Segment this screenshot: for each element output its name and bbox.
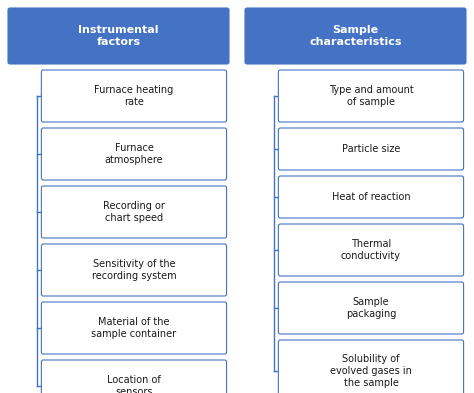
FancyBboxPatch shape bbox=[41, 360, 227, 393]
Text: Material of the
sample container: Material of the sample container bbox=[91, 317, 176, 339]
Text: Furnace heating
rate: Furnace heating rate bbox=[94, 85, 173, 107]
FancyBboxPatch shape bbox=[41, 70, 227, 122]
FancyBboxPatch shape bbox=[278, 224, 464, 276]
FancyBboxPatch shape bbox=[278, 176, 464, 218]
Text: Sensitivity of the
recording system: Sensitivity of the recording system bbox=[91, 259, 176, 281]
FancyBboxPatch shape bbox=[41, 302, 227, 354]
Text: Recording or
chart speed: Recording or chart speed bbox=[103, 201, 165, 223]
FancyBboxPatch shape bbox=[41, 186, 227, 238]
FancyBboxPatch shape bbox=[245, 8, 466, 64]
Text: Solubility of
evolved gases in
the sample: Solubility of evolved gases in the sampl… bbox=[330, 354, 412, 388]
Text: Instrumental
factors: Instrumental factors bbox=[78, 25, 159, 47]
Text: Heat of reaction: Heat of reaction bbox=[332, 192, 410, 202]
FancyBboxPatch shape bbox=[278, 340, 464, 393]
FancyBboxPatch shape bbox=[278, 128, 464, 170]
FancyBboxPatch shape bbox=[8, 8, 229, 64]
FancyBboxPatch shape bbox=[41, 244, 227, 296]
Text: Sample
characteristics: Sample characteristics bbox=[309, 25, 402, 47]
FancyBboxPatch shape bbox=[278, 282, 464, 334]
Text: Location of
sensors: Location of sensors bbox=[107, 375, 161, 393]
Text: Sample
packaging: Sample packaging bbox=[346, 297, 396, 319]
FancyBboxPatch shape bbox=[278, 70, 464, 122]
Text: Furnace
atmosphere: Furnace atmosphere bbox=[105, 143, 163, 165]
Text: Particle size: Particle size bbox=[342, 144, 400, 154]
Text: Thermal
conductivity: Thermal conductivity bbox=[341, 239, 401, 261]
FancyBboxPatch shape bbox=[41, 128, 227, 180]
Text: Type and amount
of sample: Type and amount of sample bbox=[328, 85, 413, 107]
